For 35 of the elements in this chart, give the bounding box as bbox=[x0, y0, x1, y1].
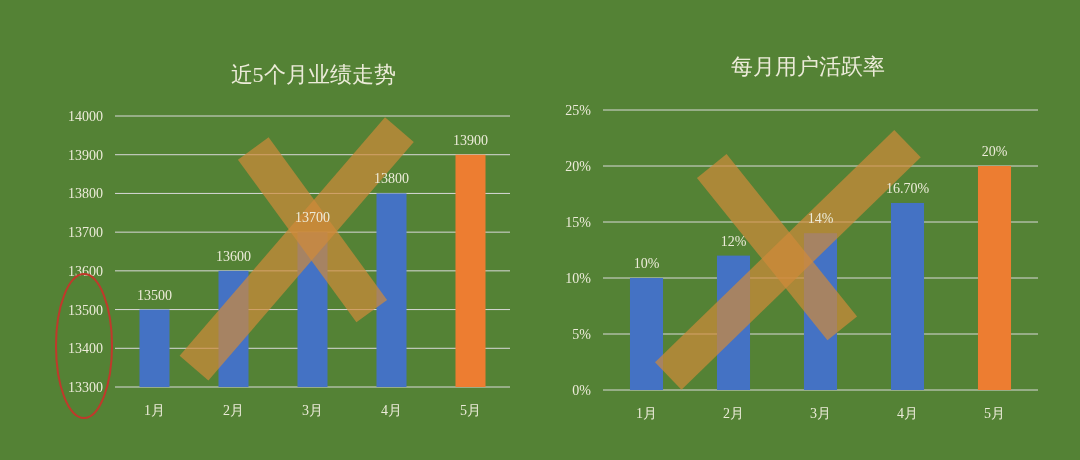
y-tick-label: 13800 bbox=[68, 186, 103, 202]
x-tick-label: 5月 bbox=[460, 403, 481, 418]
y-tick-label: 14000 bbox=[68, 109, 103, 124]
x-tick-label: 1月 bbox=[144, 403, 165, 418]
x-tick-label: 3月 bbox=[302, 403, 323, 418]
x-tick-label: 2月 bbox=[223, 403, 244, 418]
data-label: 12% bbox=[720, 233, 747, 249]
chart-title: 近5个月业绩走势 bbox=[230, 62, 396, 87]
y-tick-label: 20% bbox=[565, 159, 592, 174]
y-tick-label: 13500 bbox=[68, 302, 103, 318]
data-label: 13500 bbox=[137, 287, 172, 303]
y-tick-label: 10% bbox=[565, 271, 592, 286]
data-label: 10% bbox=[633, 256, 660, 271]
data-label: 20% bbox=[981, 144, 1008, 159]
x-tick-label: 5月 bbox=[984, 406, 1005, 421]
x-tick-label: 1月 bbox=[636, 406, 657, 421]
y-tick-label: 15% bbox=[565, 215, 592, 230]
data-label: 16.70% bbox=[885, 180, 930, 196]
y-tick-label: 25% bbox=[565, 103, 592, 118]
x-tick-label: 4月 bbox=[897, 406, 918, 421]
y-tick-label: 0% bbox=[572, 383, 592, 398]
y-tick-label: 13700 bbox=[68, 225, 103, 241]
y-tick-label: 13300 bbox=[68, 380, 103, 395]
x-tick-label: 2月 bbox=[723, 406, 744, 421]
data-label: 13800 bbox=[374, 171, 409, 187]
x-tick-label: 3月 bbox=[810, 406, 831, 421]
y-tick-label: 5% bbox=[572, 327, 592, 342]
y-tick-label: 13900 bbox=[68, 147, 103, 163]
data-label: 13600 bbox=[216, 248, 251, 264]
data-label: 13700 bbox=[295, 210, 330, 226]
data-label: 13900 bbox=[453, 132, 488, 148]
y-tick-label: 13400 bbox=[68, 341, 103, 357]
x-tick-label: 4月 bbox=[381, 403, 402, 418]
data-label: 14% bbox=[807, 211, 834, 227]
chart-title: 每月用户活跃率 bbox=[731, 54, 885, 79]
